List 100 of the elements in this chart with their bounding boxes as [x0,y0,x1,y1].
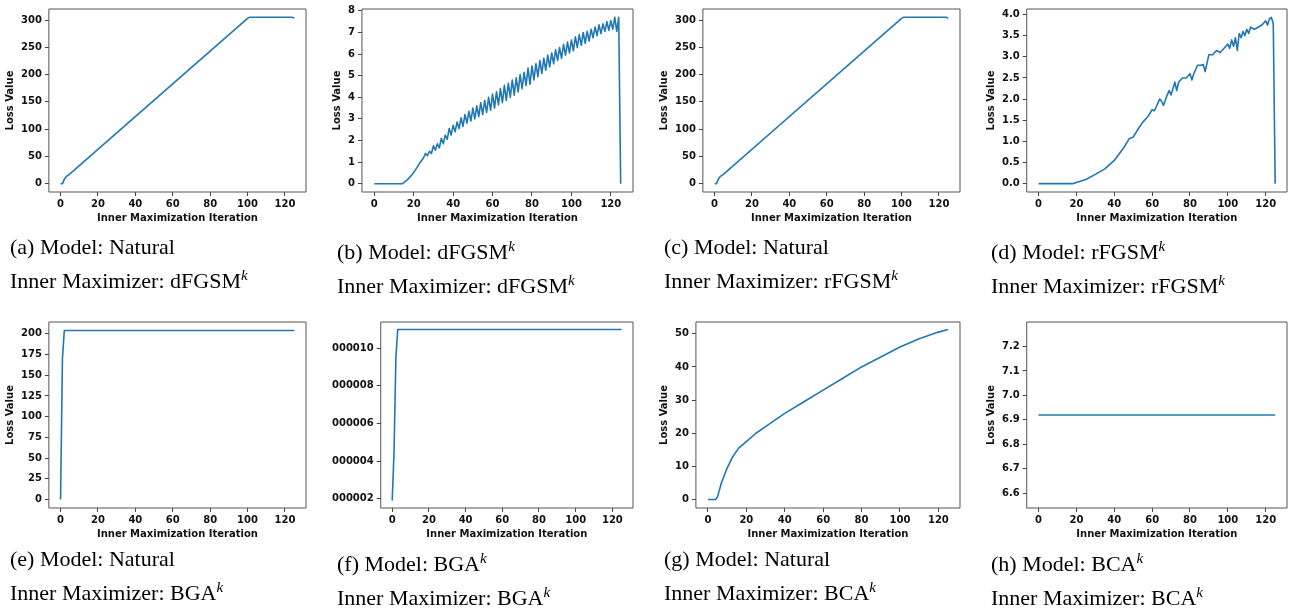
x-tick-label: 60 [819,197,834,209]
y-tick-label: 200 [21,327,42,339]
x-tick-label: 0 [704,513,712,525]
x-tick-label: 120 [1255,197,1277,209]
x-tick-label: 40 [1107,513,1122,525]
y-tick-label: 2 [347,134,355,146]
y-tick-label: 7.2 [1002,340,1020,352]
x-tick-label: 80 [854,513,869,525]
x-tick-label: 120 [601,513,623,525]
y-tick-label: 250 [21,40,42,52]
x-tick-label: 0 [57,513,65,525]
x-tick-label: 100 [565,513,587,525]
y-tick-label: 50 [27,150,42,161]
x-tick-label: 60 [165,513,180,525]
x-tick-label: 60 [165,197,180,209]
y-tick-label: 2.5 [1002,71,1020,83]
x-axis-title: Inner Maximization Iteration [416,211,578,223]
x-tick-label: 80 [203,513,218,525]
x-tick-label: 100 [1217,513,1239,525]
x-tick-label: 60 [816,513,831,525]
x-tick-label: 40 [777,513,792,525]
y-tick-label: 0.5 [1002,156,1020,168]
y-axis-title: Loss Value [657,70,669,131]
y-tick-label: 75 [27,430,42,442]
text: Inner Maximizer: rFGSM$^{k}$ [991,271,1226,301]
x-tick-label: 0 [1035,197,1043,209]
y-tick-label: 0 [688,177,696,189]
x-tick-label: 20 [421,513,436,525]
y-tick-label: 1.5 [1002,113,1020,125]
y-tick-label: 000004 [332,454,374,466]
text: (h) Model: BCA$^{k}$ [991,549,1145,579]
y-tick-label: 25 [27,472,42,484]
y-axis-title: Loss Value [330,70,342,131]
x-tick-label: 120 [928,197,950,209]
x-axis-title: Inner Maximization Iteration [747,527,909,539]
y-tick-label: 6.6 [1002,486,1020,498]
text: Inner Maximizer: BGA$^{k}$ [10,578,225,608]
y-tick-label: 10 [674,459,689,471]
text: (c) Model: Natural [664,233,830,261]
x-tick-label: 0 [1035,513,1043,525]
x-tick-label: 80 [532,513,546,525]
y-tick-label: 7.1 [1002,364,1020,376]
y-tick-label: 20 [674,426,689,438]
x-tick-label: 20 [1069,513,1084,525]
y-tick-label: 100 [675,122,696,134]
x-tick-label: 40 [128,513,143,525]
y-tick-label: 200 [675,68,696,80]
y-tick-label: 0.0 [1002,177,1020,189]
x-tick-label: 20 [745,197,759,209]
y-tick-label: 5 [347,69,355,81]
y-tick-label: 300 [675,13,696,25]
x-tick-label: 20 [739,513,754,525]
y-tick-label: 50 [674,327,689,339]
x-axis-title: Inner Maximization Iteration [96,527,258,539]
y-tick-label: 4 [347,90,355,102]
x-tick-label: 80 [525,197,539,209]
x-tick-label: 60 [495,513,510,525]
x-tick-label: 100 [1217,197,1239,209]
x-tick-label: 100 [237,197,259,209]
text: Inner Maximizer: BGA$^{k}$ [337,583,552,612]
x-tick-label: 80 [1183,197,1197,209]
y-tick-label: 6 [347,47,355,59]
x-tick-label: 0 [57,197,65,209]
x-tick-label: 100 [560,197,582,209]
y-tick-label: 0 [347,177,355,189]
y-axis-title: Loss Value [984,70,996,131]
y-tick-label: 0 [34,493,42,505]
x-tick-label: 120 [927,513,949,525]
y-tick-label: 150 [675,95,696,107]
x-tick-label: 0 [711,197,719,209]
text: (a) Model: Natural [10,233,176,261]
y-tick-label: 175 [21,348,42,360]
x-tick-label: 120 [274,197,296,209]
x-tick-label: 20 [91,513,105,525]
x-tick-label: 100 [891,197,913,209]
x-tick-label: 80 [203,197,218,209]
y-tick-label: 100 [21,122,42,134]
y-tick-label: 150 [21,95,42,107]
x-axis-title: Inner Maximization Iteration [426,527,588,539]
x-tick-label: 0 [388,513,396,525]
y-tick-label: 100 [21,410,42,422]
y-axis-title: Loss Value [657,384,669,445]
y-tick-label: 30 [674,393,689,405]
x-tick-label: 60 [485,197,500,209]
y-tick-label: 40 [674,360,689,372]
x-tick-label: 120 [600,197,622,209]
x-tick-label: 40 [458,513,473,525]
y-tick-label: 125 [21,389,42,401]
y-tick-label: 7.0 [1002,389,1020,401]
x-tick-label: 80 [1183,513,1197,525]
y-tick-label: 300 [21,13,42,25]
y-tick-label: 8 [347,4,355,16]
x-tick-label: 40 [446,197,461,209]
y-tick-label: 7 [347,26,355,38]
x-tick-label: 40 [782,197,797,209]
y-tick-label: 000006 [332,417,374,429]
x-tick-label: 20 [406,197,421,209]
y-tick-label: 50 [27,451,42,463]
y-tick-label: 000008 [332,379,374,391]
y-tick-label: 1.0 [1002,134,1020,146]
